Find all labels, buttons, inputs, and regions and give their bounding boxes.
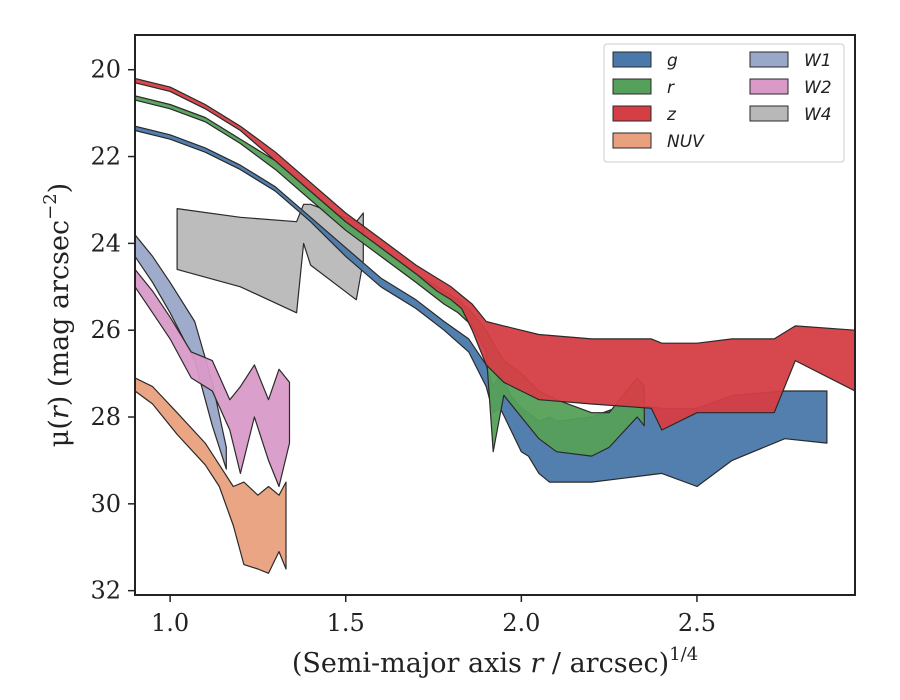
x-tick-label: 1.5 [327, 609, 365, 637]
x-axis-label-exponent: 1/4 [669, 644, 698, 665]
legend-label-w4: W4 [804, 105, 832, 125]
x-axis-ticks: 1.0 1.5 2.0 2.5 [151, 595, 716, 637]
series-band-nuv [134, 377, 287, 574]
legend-swatch-w2 [749, 78, 789, 95]
y-axis-ticks: 20 22 24 26 28 30 32 [90, 56, 135, 605]
legend-swatch-w4 [749, 105, 789, 122]
x-axis-label-var: r [530, 648, 545, 679]
series-layer [134, 77, 856, 574]
legend-label-r: r [667, 78, 675, 98]
y-tick-label: 22 [90, 143, 121, 171]
y-tick-label: 26 [90, 316, 121, 344]
legend-label-w2: W2 [804, 78, 832, 98]
legend-box [603, 43, 845, 163]
series-band-w1 [134, 234, 227, 470]
series-band-w2 [134, 268, 291, 488]
series-band-w4 [176, 203, 364, 314]
legend-label-g: g [667, 51, 678, 71]
y-tick-label: 24 [90, 229, 121, 257]
legend-swatch-nuv [612, 132, 652, 149]
x-axis-label-part-1: (Semi-major axis [292, 648, 531, 679]
x-axis-label-part-2: / arcsec) [543, 648, 669, 679]
y-axis-label-var: r [44, 404, 75, 419]
x-axis-label: (Semi-major axis r / arcsec)1/4 [292, 644, 698, 679]
legend-swatch-w1 [749, 51, 789, 68]
legend: grz NUV W1 W2 W4 [603, 43, 845, 163]
plot-frame [134, 34, 856, 596]
y-axis-label-part-3: ) [44, 183, 75, 194]
x-tick-label: 1.0 [151, 609, 189, 637]
x-tick-label: 2.0 [502, 609, 540, 637]
y-axis-label: μ(r) (mag arcsec−2) [40, 183, 75, 447]
legend-swatch-g [612, 51, 652, 68]
y-axis-label-part-1: μ( [44, 419, 75, 447]
legend-label-w1: W1 [804, 51, 832, 71]
y-axis-label-exponent: −2 [40, 193, 61, 220]
y-tick-label: 28 [90, 403, 121, 431]
legend-label-z: z [666, 105, 677, 125]
legend-items: grz NUV W1 W2 W4 [612, 51, 832, 152]
y-tick-label: 30 [90, 490, 121, 518]
legend-label-nuv: NUV [667, 132, 705, 152]
y-axis-label-part-2: ) (mag arcsec [44, 220, 75, 406]
legend-swatch-r [612, 78, 652, 95]
y-tick-label: 20 [90, 56, 121, 84]
y-tick-label: 32 [90, 577, 121, 605]
legend-swatch-z [612, 105, 652, 122]
x-tick-label: 2.5 [678, 609, 716, 637]
series-band-g [134, 125, 828, 488]
